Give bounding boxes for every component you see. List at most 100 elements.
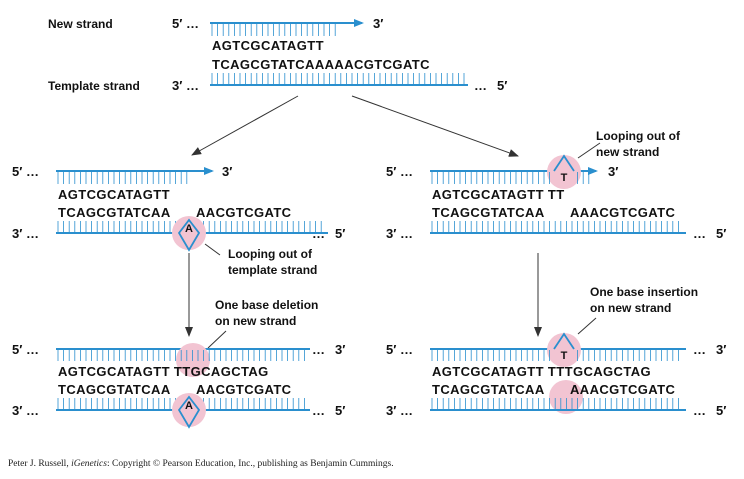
- lm-loop-out: [177, 218, 201, 252]
- lm-tmpl-5prime: 5′: [335, 226, 345, 241]
- lb-new-strand-rungs: [57, 350, 305, 361]
- copyright-credit: Peter J. Russell, iGenetics: Copyright ©…: [8, 459, 394, 469]
- right-bottom-panel: One base insertion on new strand 5′ … T …: [386, 285, 726, 418]
- lb-bot-dots-left: …: [26, 403, 39, 418]
- lm-new-3prime: 3′: [222, 164, 232, 179]
- rm-tmpl-dots-right: …: [693, 226, 706, 241]
- rm-annotation-line1: Looping out of: [596, 129, 681, 143]
- rm-new-3prime: 3′: [608, 164, 618, 179]
- new-strand-label: New strand: [48, 17, 113, 31]
- rb-loop-highlight: [547, 333, 581, 367]
- lb-template-rungs: [57, 398, 305, 409]
- lb-top-dots-left: …: [26, 342, 39, 357]
- lm-tmpl-dots-right: …: [312, 226, 325, 241]
- top-new-3prime: 3′: [373, 16, 383, 31]
- rm-loop-out: [553, 154, 575, 172]
- rb-loop-out: [553, 332, 575, 350]
- rb-top-dots-left: …: [400, 342, 413, 357]
- rm-template-rungs: [431, 221, 679, 232]
- lm-annotation-leader: [204, 243, 221, 256]
- top-tmpl-3prime: 3′: [172, 78, 182, 93]
- rb-bot-3prime: 3′: [386, 403, 396, 418]
- lb-loop-base: A: [185, 400, 193, 412]
- top-template-sequence: TCAGCGTATCAAAAACGTCGATC: [212, 57, 430, 72]
- lm-tmpl-3prime: 3′: [12, 226, 22, 241]
- rb-bot-dots-right: …: [693, 403, 706, 418]
- rb-new-strand-rungs: [431, 350, 679, 361]
- top-new-dots: …: [186, 16, 199, 31]
- top-panel: New strand 5′ … 3′ AGTCGCATAGTT TCAGCGTA…: [48, 16, 507, 93]
- rm-new-sequence: AGTCGCATAGTT TT: [432, 187, 565, 202]
- rb-annotation-leader: [577, 317, 597, 335]
- rm-new-dots: …: [400, 164, 413, 179]
- rb-insertion-highlight: [549, 380, 583, 414]
- rb-template-rungs: [431, 398, 679, 409]
- lb-loop-out: [177, 395, 201, 429]
- rm-tmpl-5prime: 5′: [716, 226, 726, 241]
- lm-new-strand-rungs: [57, 172, 188, 184]
- top-new-strand-rungs: [211, 24, 336, 36]
- lm-template-sequence-a: TCAGCGTATCAA: [58, 205, 171, 220]
- rb-top-dots-right: …: [693, 342, 706, 357]
- credit-title: iGenetics: [71, 459, 107, 469]
- lb-bot-5prime: 5′: [335, 403, 345, 418]
- lm-new-dots: …: [26, 164, 39, 179]
- rb-template-sequence-a: TCAGCGTATCAA: [432, 382, 545, 397]
- lb-template-sequence-b: AACGTCGATC: [196, 382, 292, 397]
- top-tmpl-5prime: 5′: [497, 78, 507, 93]
- rb-annotation-line1: One base insertion: [590, 285, 698, 299]
- rm-loop-base: T: [561, 172, 568, 184]
- lm-new-sequence: AGTCGCATAGTT: [58, 187, 170, 202]
- rb-top-5prime: 5′: [386, 342, 396, 357]
- lm-loop-highlight: [172, 216, 206, 250]
- lm-template-sequence-b: AACGTCGATC: [196, 205, 292, 220]
- right-middle-panel: Looping out of new strand 5′ … T 3′ AGTC…: [386, 129, 726, 241]
- rm-annotation-leader: [577, 142, 601, 159]
- rm-annotation-line2: new strand: [596, 145, 659, 159]
- rb-top-3prime: 3′: [716, 342, 726, 357]
- arrow-to-left-middle: [191, 95, 299, 156]
- rm-loop-highlight: [547, 155, 581, 189]
- top-tmpl-dots-right: …: [474, 78, 487, 93]
- rm-tmpl-dots-left: …: [400, 226, 413, 241]
- top-new-sequence: AGTCGCATAGTT: [212, 38, 324, 53]
- rb-template-sequence-b: AAACGTCGATC: [570, 382, 675, 397]
- lm-annotation-line2: template strand: [228, 263, 317, 277]
- credit-author: Peter J. Russell,: [8, 459, 72, 469]
- lm-new-5prime: 5′: [12, 164, 22, 179]
- lb-bot-3prime: 3′: [12, 403, 22, 418]
- rm-tmpl-3prime: 3′: [386, 226, 396, 241]
- lb-deletion-highlight: [176, 343, 210, 377]
- rm-new-5prime: 5′: [386, 164, 396, 179]
- lb-template-sequence-a: TCAGCGTATCAA: [58, 382, 171, 397]
- rb-annotation-line2: on new strand: [590, 301, 671, 315]
- rm-template-sequence-a: TCAGCGTATCAA: [432, 205, 545, 220]
- top-tmpl-dots-left: …: [186, 78, 199, 93]
- rm-new-strand-rungs: [431, 172, 590, 184]
- rb-new-sequence: AGTCGCATAGTT TTTGCAGCTAG: [432, 364, 651, 379]
- rb-bot-dots-left: …: [400, 403, 413, 418]
- lm-template-rungs: [57, 221, 322, 232]
- lb-bot-dots-right: …: [312, 403, 325, 418]
- rm-template-sequence-b: AAACGTCGATC: [570, 205, 675, 220]
- lb-loop-highlight: [172, 393, 206, 427]
- lb-annotation-line1: One base deletion: [215, 298, 318, 312]
- rb-loop-base: T: [561, 350, 568, 362]
- top-new-5prime: 5′: [172, 16, 182, 31]
- lm-annotation-line1: Looping out of: [228, 247, 313, 261]
- lb-top-dots-right: …: [312, 342, 325, 357]
- arrow-to-right-middle: [351, 95, 519, 157]
- credit-rest: : Copyright © Pearson Education, Inc., p…: [106, 459, 394, 469]
- lm-loop-base: A: [185, 223, 193, 235]
- rb-bot-5prime: 5′: [716, 403, 726, 418]
- lb-new-sequence: AGTCGCATAGTT TTGCAGCTAG: [58, 364, 269, 379]
- left-bottom-panel: One base deletion on new strand 5′ … … 3…: [12, 298, 345, 429]
- template-strand-label: Template strand: [48, 79, 140, 93]
- lb-top-3prime: 3′: [335, 342, 345, 357]
- lb-top-5prime: 5′: [12, 342, 22, 357]
- lb-annotation-line2: on new strand: [215, 314, 296, 328]
- top-template-rungs: [211, 73, 465, 84]
- lb-annotation-leader: [207, 330, 227, 349]
